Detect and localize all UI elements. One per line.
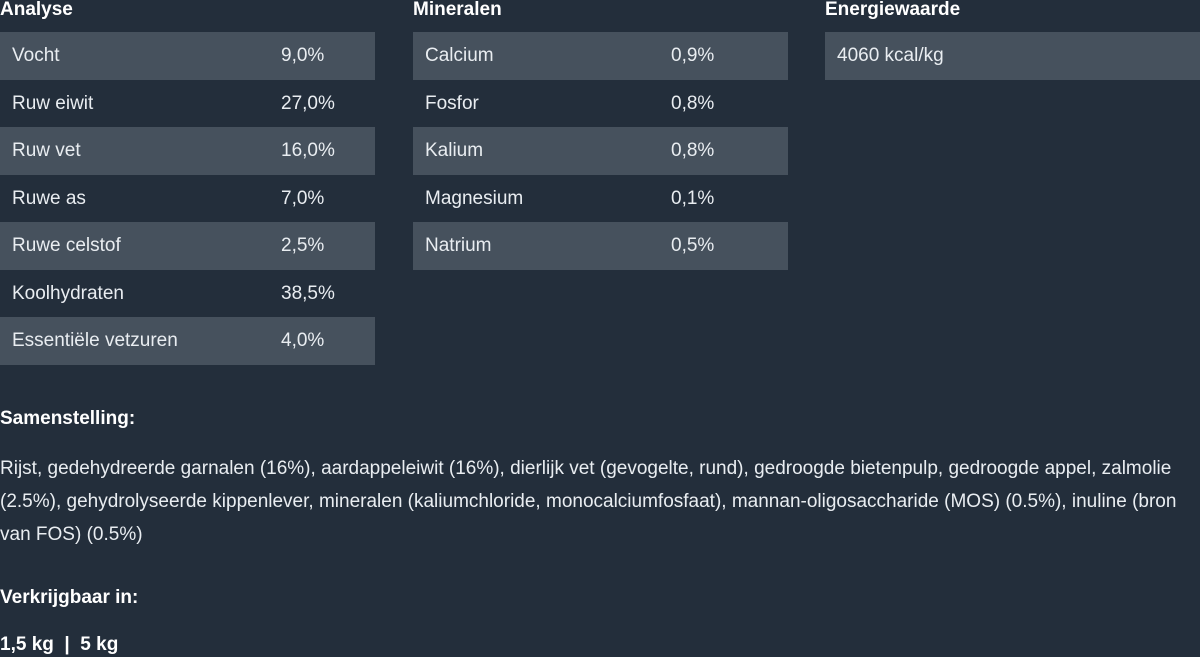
row-label: Essentiële vetzuren (12, 330, 178, 351)
row-label: Ruwe as (12, 187, 86, 209)
analyse-table: Analyse Vocht 9,0% Ruw eiwit 27,0% Ruw v… (0, 0, 375, 365)
analyse-title: Analyse (0, 0, 73, 20)
table-row: Kalium 0,8% (413, 127, 788, 175)
row-value: 2,5% (281, 235, 325, 256)
mineralen-title: Mineralen (413, 0, 502, 20)
available-sizes: 1,5 kg | 5 kg (0, 634, 119, 655)
table-row: Magnesium 0,1% (413, 175, 788, 223)
mineralen-table: Mineralen Calcium 0,9% Fosfor 0,8% Kaliu… (413, 0, 788, 270)
row-value: 0,9% (671, 45, 715, 66)
table-row: Natrium 0,5% (413, 222, 788, 270)
table-row: Ruwe celstof 2,5% (0, 222, 375, 270)
table-row: Calcium 0,9% (413, 32, 788, 80)
verkrijgbaar-title: Verkrijgbaar in: (0, 587, 139, 608)
row-value: 0,8% (671, 92, 715, 114)
row-label: Natrium (425, 235, 492, 256)
row-label: Koolhydraten (12, 282, 124, 304)
table-row: Ruw eiwit 27,0% (0, 80, 375, 128)
row-value: 9,0% (281, 45, 325, 66)
row-value: 0,8% (671, 140, 715, 161)
table-row: Koolhydraten 38,5% (0, 270, 375, 318)
table-row: Vocht 9,0% (0, 32, 375, 80)
row-label: Calcium (425, 45, 494, 66)
row-label: Ruw vet (12, 140, 81, 161)
samenstelling-text: Rijst, gedehydreerde garnalen (16%), aar… (0, 458, 1177, 545)
table-row: Ruw vet 16,0% (0, 127, 375, 175)
table-row: 4060 kcal/kg (825, 32, 1200, 80)
energie-value: 4060 kcal/kg (837, 45, 944, 66)
energie-table: Energiewaarde 4060 kcal/kg (825, 0, 1200, 80)
row-label: Ruwe celstof (12, 235, 121, 256)
row-value: 38,5% (281, 282, 335, 304)
row-value: 4,0% (281, 330, 325, 351)
row-value: 16,0% (281, 140, 335, 161)
table-row: Fosfor 0,8% (413, 80, 788, 128)
row-value: 7,0% (281, 187, 325, 209)
row-label: Vocht (12, 45, 60, 66)
table-row: Essentiële vetzuren 4,0% (0, 317, 375, 365)
row-label: Ruw eiwit (12, 92, 94, 114)
energie-title: Energiewaarde (825, 0, 961, 20)
samenstelling-title: Samenstelling: (0, 408, 136, 429)
row-label: Fosfor (425, 92, 479, 114)
row-value: 27,0% (281, 92, 335, 114)
table-row: Ruwe as 7,0% (0, 175, 375, 223)
row-label: Magnesium (425, 187, 524, 209)
row-label: Kalium (425, 140, 484, 161)
row-value: 0,1% (671, 187, 715, 209)
row-value: 0,5% (671, 235, 715, 256)
